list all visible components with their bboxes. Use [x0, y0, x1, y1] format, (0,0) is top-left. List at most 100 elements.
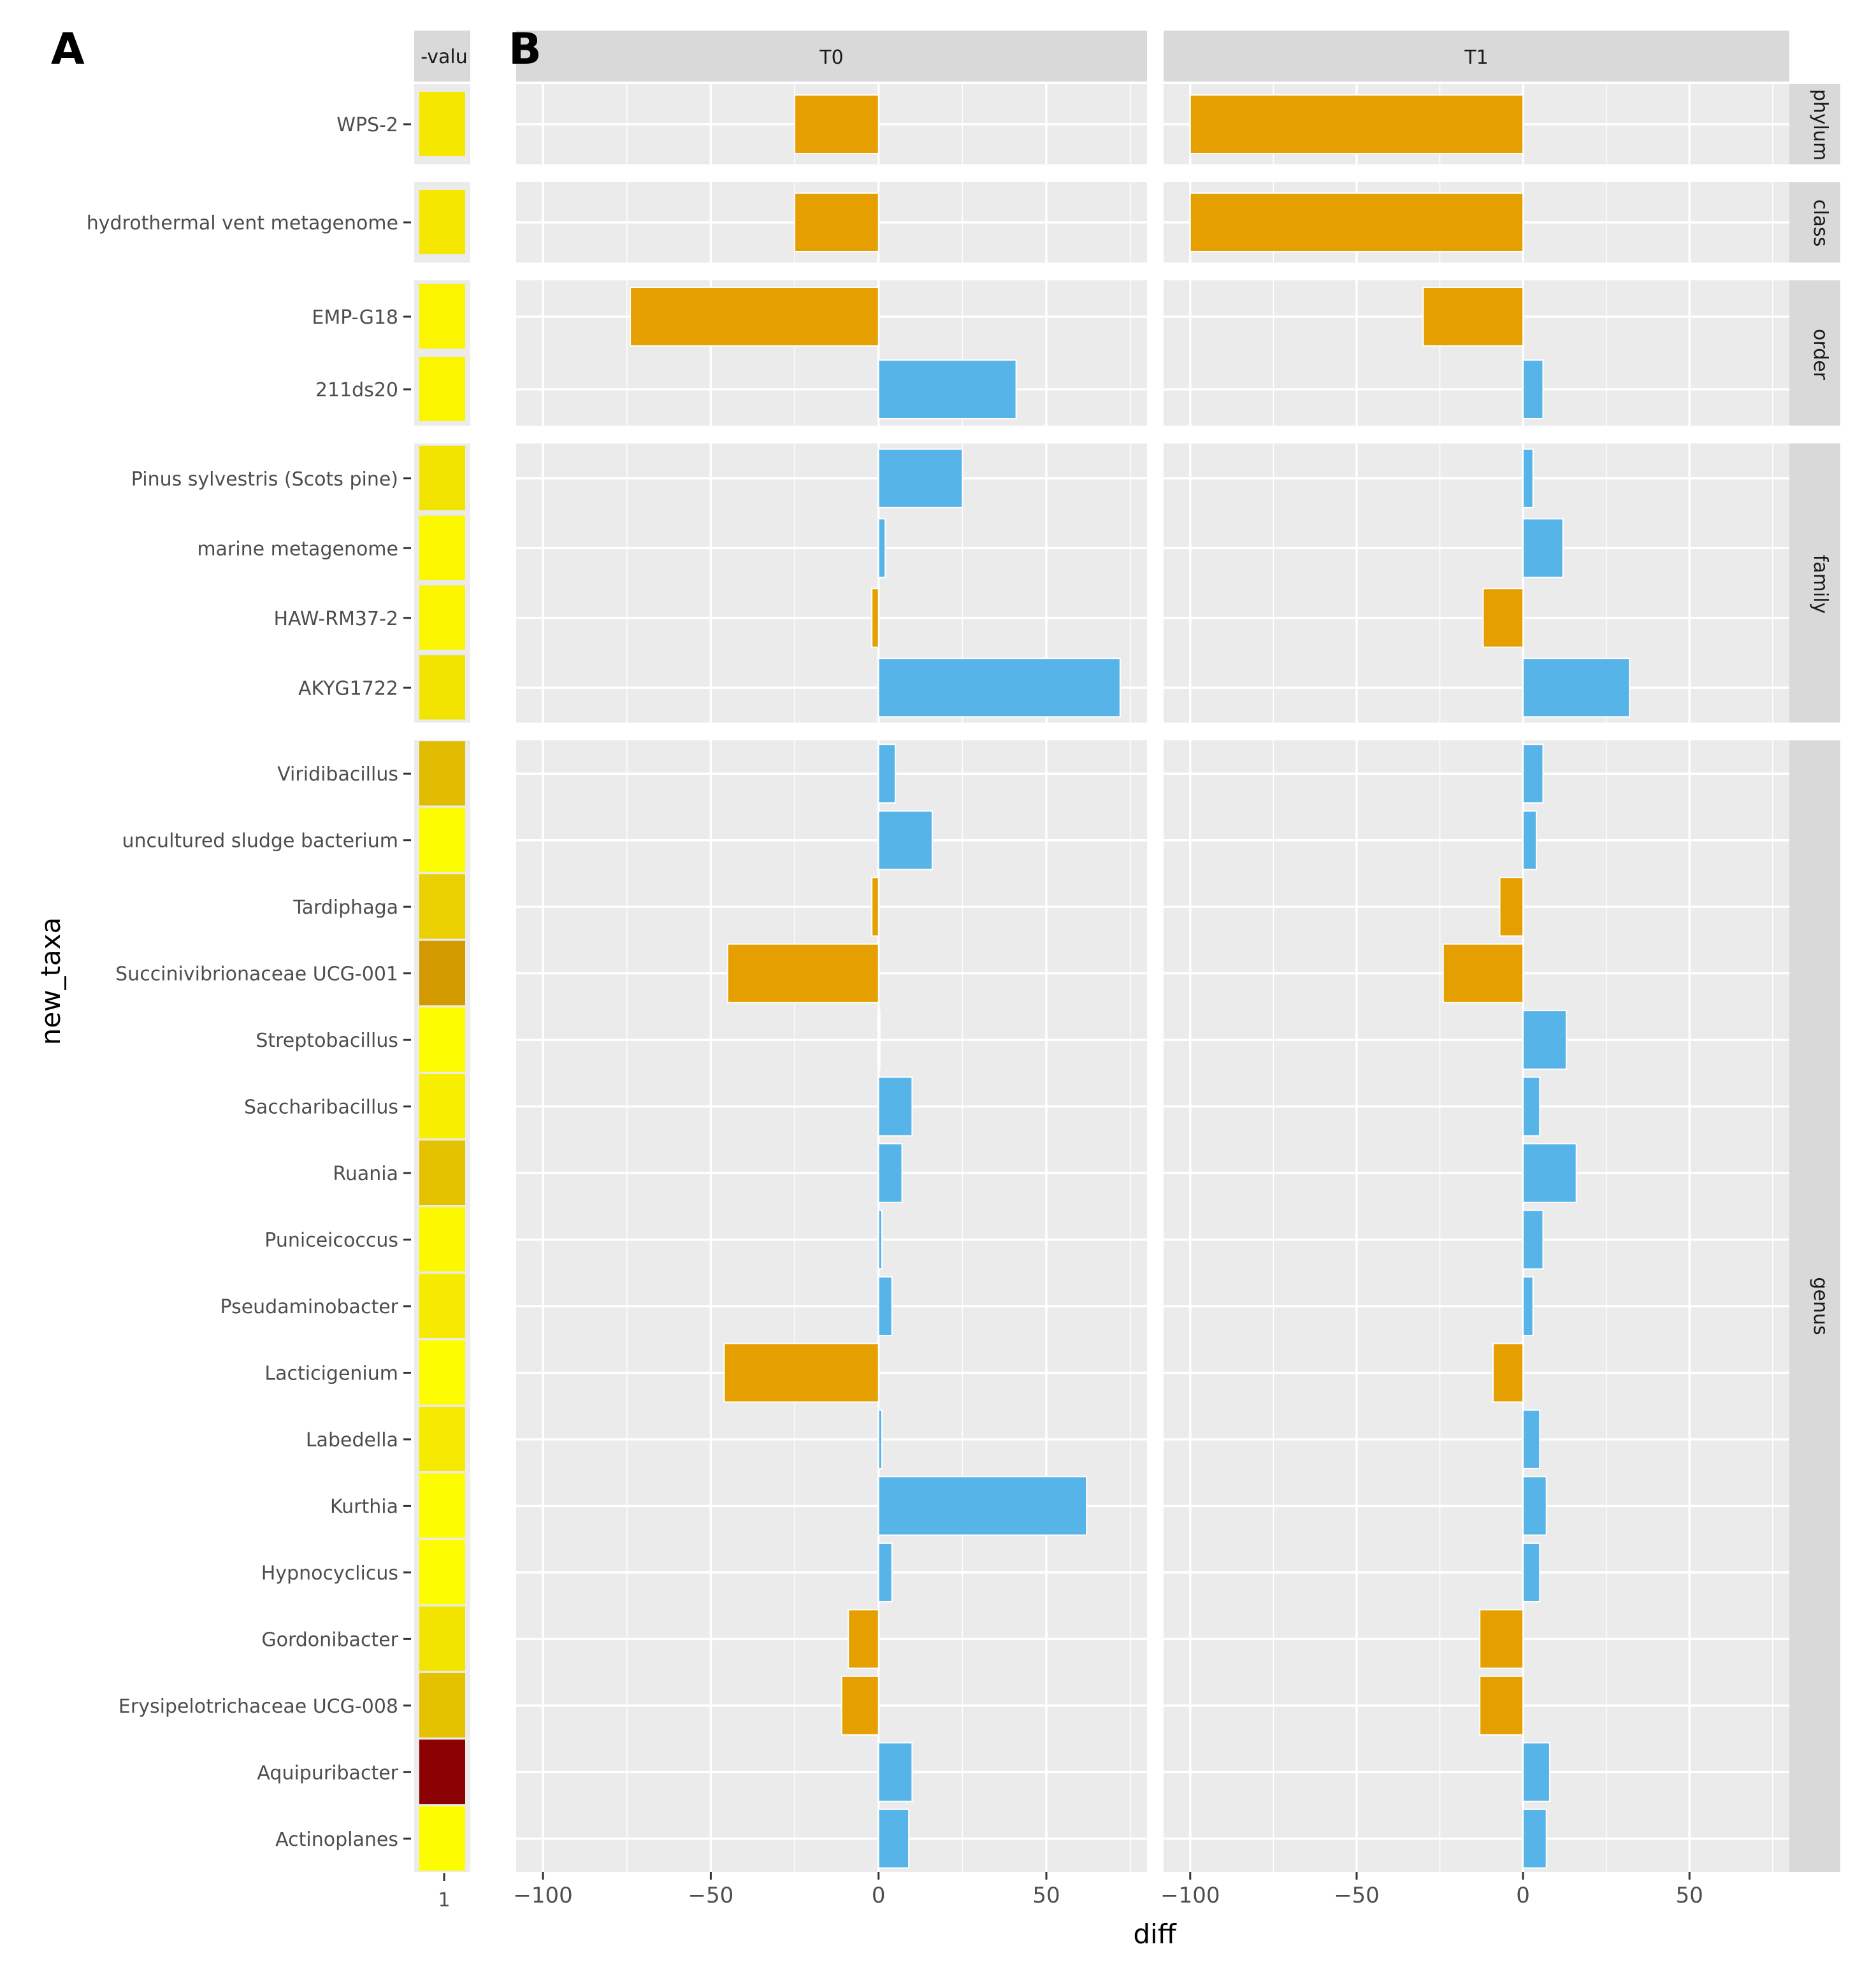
heatmap-cell: [419, 1739, 465, 1804]
bar-t0: [877, 359, 1017, 419]
facet-strip-order: [1789, 280, 1840, 426]
heatmap-cell: [419, 1473, 465, 1538]
bar-t0: [877, 518, 886, 579]
bar-t1: [1522, 1010, 1568, 1070]
facet-label-class: class: [1809, 199, 1831, 247]
y-tick-label: Viridibacillus: [277, 763, 398, 786]
bar-t1: [1522, 359, 1544, 419]
bar-t0: [723, 1342, 879, 1403]
column-strip-t1: [1164, 31, 1789, 82]
heatmap-column-strip-label: -valu: [421, 46, 468, 68]
bar-t1: [1522, 448, 1534, 508]
y-tick-label: Erysipelotrichaceae UCG-008: [119, 1695, 398, 1718]
heatmap-cell: [419, 1606, 465, 1671]
bar-t0: [871, 587, 879, 648]
bar-t1: [1522, 658, 1631, 718]
bar-t1: [1522, 1542, 1541, 1602]
bar-t0: [794, 192, 879, 252]
heatmap-cell: [419, 585, 465, 650]
heatmap-cell: [419, 1673, 465, 1738]
bar-t1: [1499, 877, 1524, 937]
bar-t1: [1422, 287, 1524, 347]
bar-t0: [877, 1010, 881, 1070]
facet-strip-class: [1789, 182, 1840, 263]
bar-t1: [1522, 810, 1538, 870]
bar-t0: [848, 1609, 879, 1669]
panel-label-a: A: [51, 24, 85, 75]
y-tick-label: hydrothermal vent metagenome: [87, 212, 398, 234]
heatmap-cell: [419, 1539, 465, 1604]
heatmap-cell: [419, 1340, 465, 1405]
panel-label-b: B: [509, 24, 542, 75]
heatmap-cell: [419, 1806, 465, 1871]
y-tick-label: Streptobacillus: [256, 1030, 398, 1052]
panel-bg: [1164, 443, 1789, 723]
heatmap-cell: [419, 92, 465, 156]
heatmap-x-tick-label: 1: [438, 1889, 450, 1911]
bar-t0: [877, 448, 963, 508]
heatmap-cell: [419, 284, 465, 349]
y-tick-label: EMP-G18: [312, 306, 398, 329]
heatmap-cell: [419, 357, 465, 421]
bar-t1: [1522, 1476, 1547, 1536]
bar-t0: [877, 1276, 893, 1336]
y-tick-label: Kurthia: [330, 1495, 398, 1518]
strip-label-t0: T0: [819, 47, 843, 69]
facet-label-order: order: [1809, 329, 1831, 380]
y-tick-label: 211ds20: [315, 379, 398, 401]
x-tick-label: −100: [513, 1883, 572, 1908]
bar-t1: [1522, 1808, 1547, 1869]
heatmap-cell: [419, 1141, 465, 1206]
bar-t1: [1522, 744, 1544, 804]
bar-t1: [1522, 1276, 1534, 1336]
y-tick-label: Lacticigenium: [264, 1362, 398, 1385]
bar-t1: [1479, 1675, 1524, 1736]
y-tick-label: WPS-2: [336, 114, 398, 136]
heatmap-cell: [419, 655, 465, 720]
bar-t0: [871, 877, 879, 937]
heatmap-cell: [419, 190, 465, 254]
bar-t0: [877, 744, 897, 804]
bar-t1: [1442, 943, 1524, 1004]
x-tick-label: −100: [1160, 1883, 1220, 1908]
bar-t1: [1189, 94, 1524, 154]
bar-t1: [1189, 192, 1524, 252]
y-tick-label: Pseudaminobacter: [220, 1296, 399, 1318]
bar-t0: [877, 1143, 903, 1204]
bar-t1: [1522, 1409, 1541, 1469]
bar-t0: [877, 1409, 883, 1469]
bar-t0: [877, 1808, 910, 1869]
bar-t0: [877, 810, 933, 870]
y-tick-label: marine metagenome: [197, 538, 398, 560]
bar-t1: [1522, 1143, 1577, 1204]
y-tick-label: Saccharibacillus: [244, 1097, 398, 1119]
column-strip-t0: [516, 31, 1147, 82]
facet-label-family: family: [1809, 555, 1831, 614]
x-tick-label: 50: [1676, 1883, 1703, 1908]
bar-t0: [877, 658, 1121, 718]
y-tick-label: Hypnocyclicus: [261, 1562, 398, 1585]
y-tick-label: Tardiphaga: [292, 896, 398, 919]
x-tick-label: −50: [1334, 1883, 1380, 1908]
bar-t1: [1522, 1742, 1550, 1803]
bar-t1: [1492, 1342, 1524, 1403]
y-tick-label: Ruania: [333, 1163, 398, 1185]
x-tick-label: −50: [688, 1883, 734, 1908]
bar-t1: [1479, 1609, 1524, 1669]
y-tick-label: AKYG1722: [298, 677, 398, 700]
bar-t1: [1522, 1209, 1544, 1270]
x-tick-label: 50: [1032, 1883, 1060, 1908]
bar-t0: [726, 943, 879, 1004]
bar-t0: [877, 1542, 893, 1602]
bar-t0: [841, 1675, 879, 1736]
y-tick-label: Pinus sylvestris (Scots pine): [131, 468, 398, 491]
facet-strip-phylum: [1789, 84, 1840, 164]
strip-label-t1: T1: [1464, 47, 1488, 69]
bar-t0: [630, 287, 879, 347]
bar-t1: [1522, 1076, 1541, 1137]
heatmap-cell: [419, 445, 465, 510]
bar-t0: [794, 94, 879, 154]
heatmap-cell: [419, 1274, 465, 1338]
facet-strip-family: [1789, 443, 1840, 723]
